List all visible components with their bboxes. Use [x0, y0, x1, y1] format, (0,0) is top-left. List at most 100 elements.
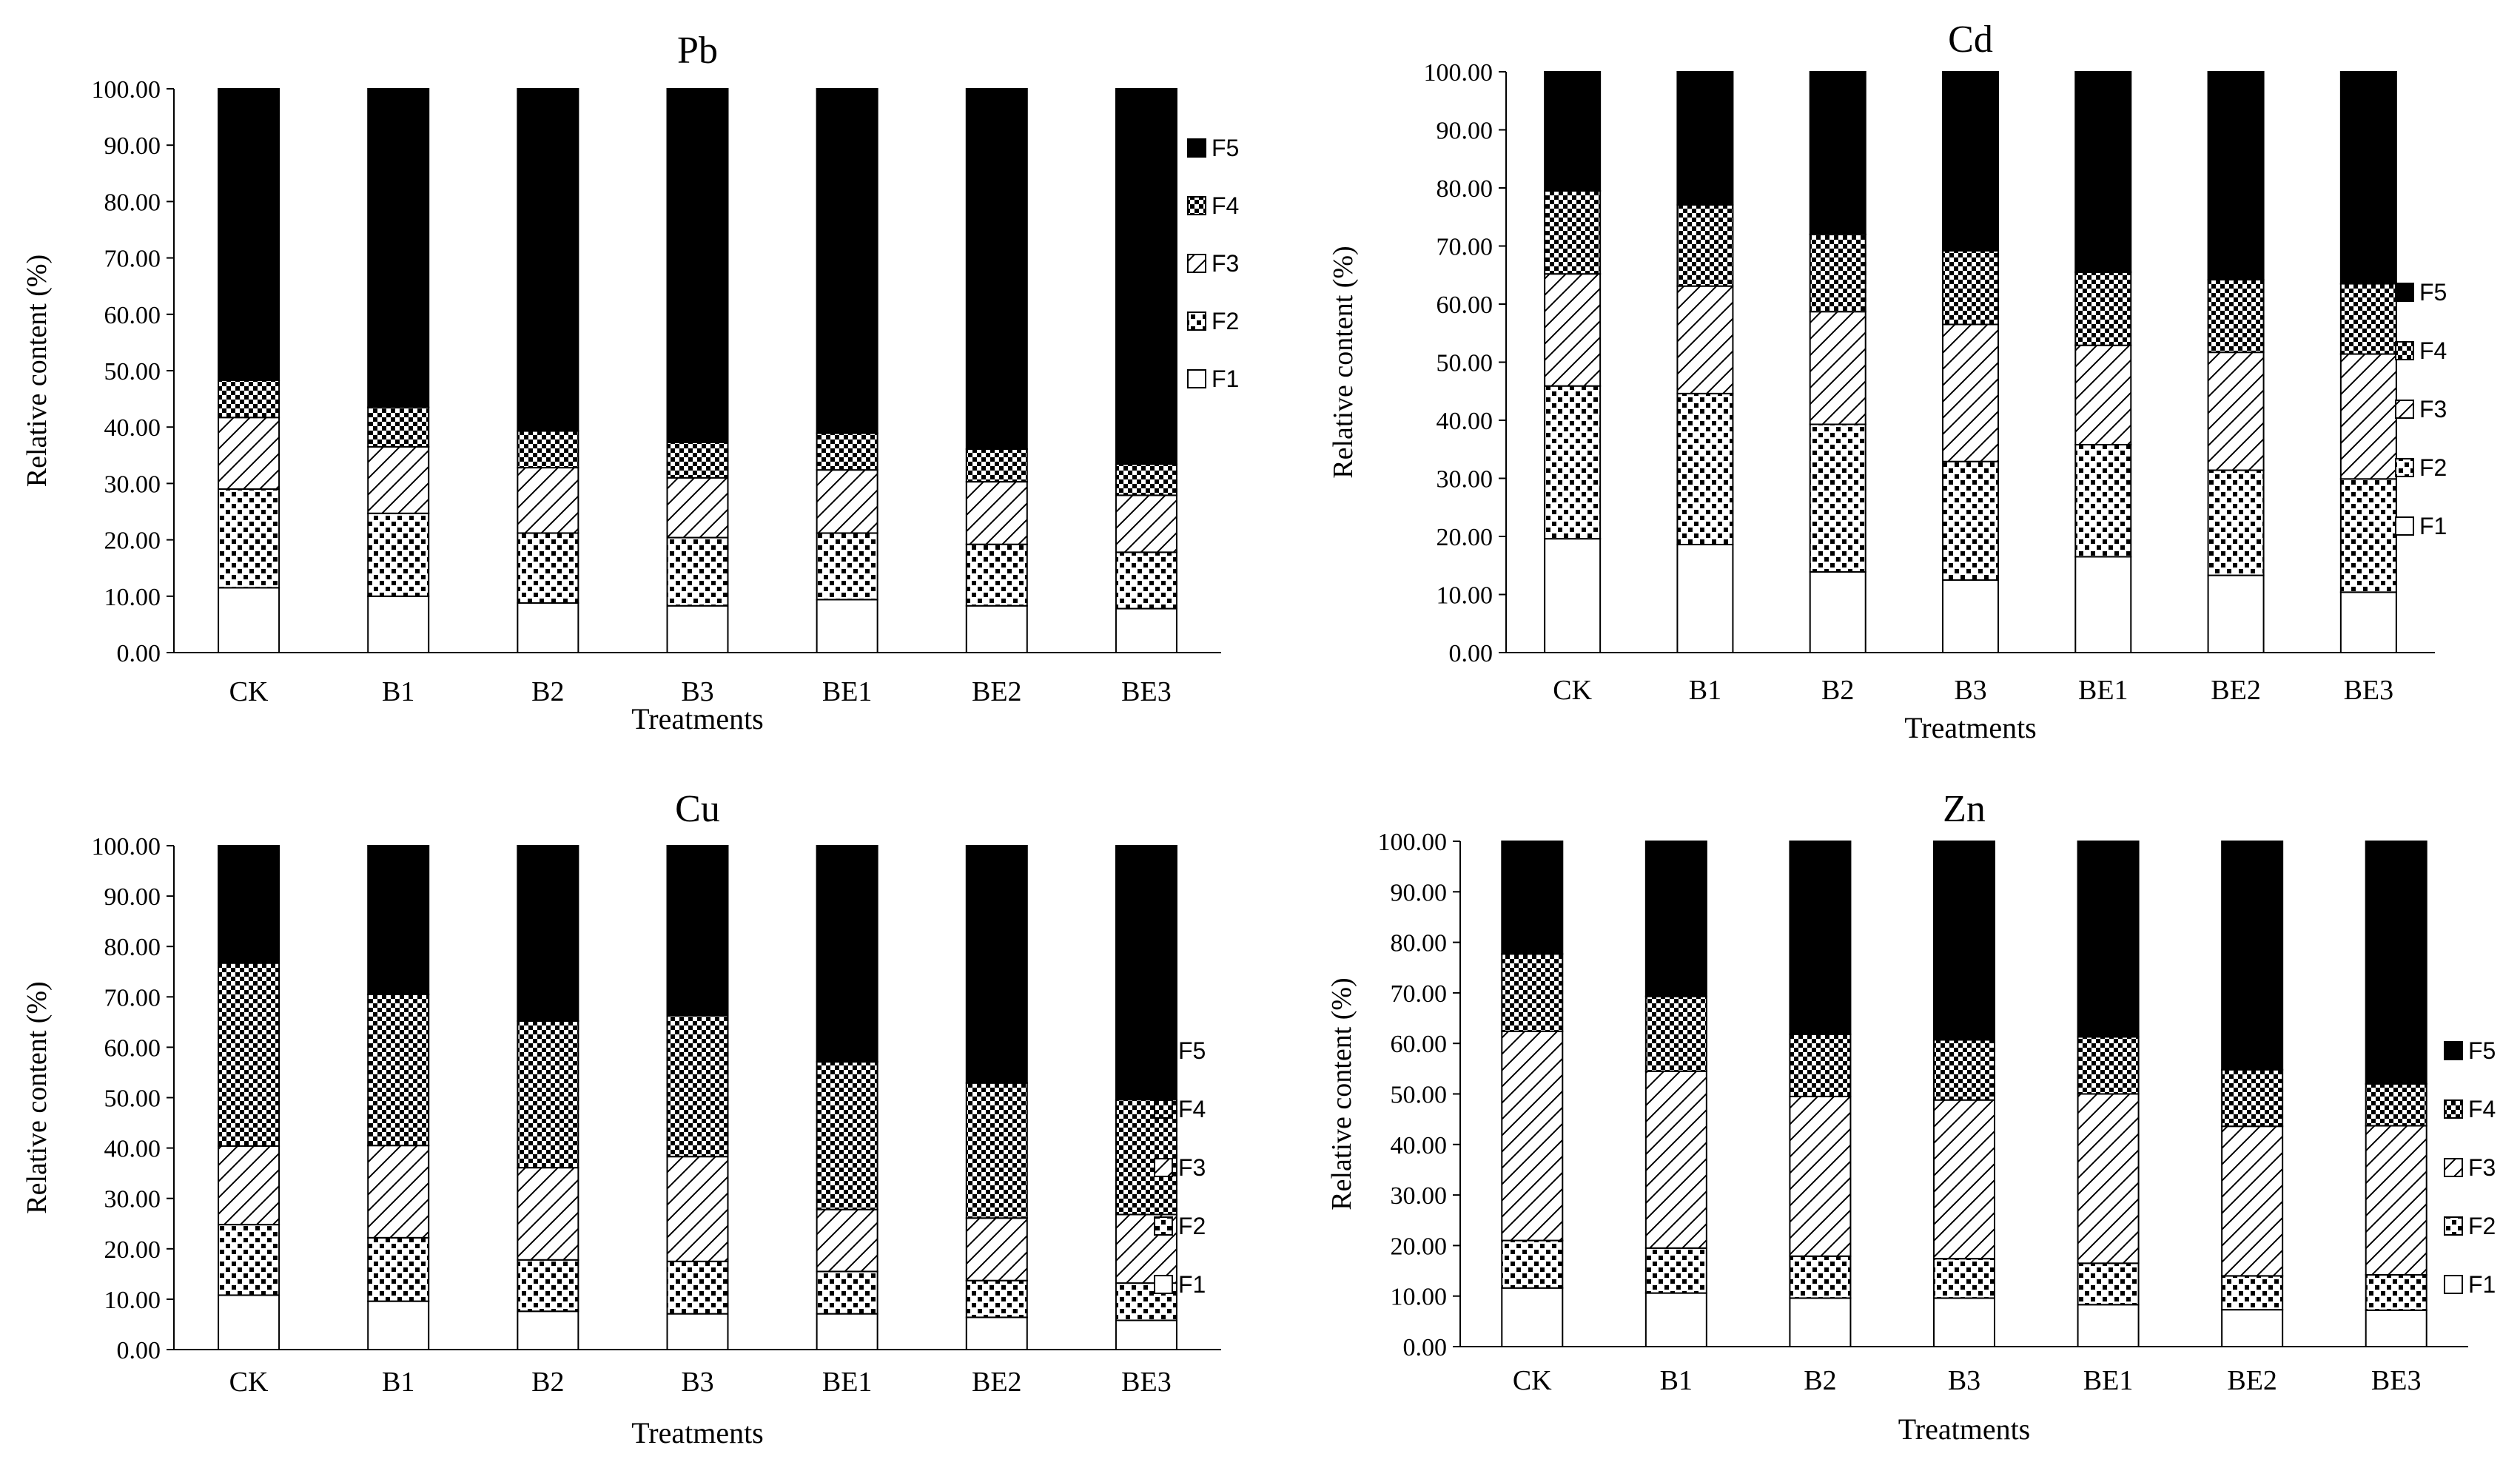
bar-segment-f2-b3 [1933, 1258, 1995, 1299]
bar-segment-f3-ck [1501, 1030, 1564, 1242]
bar-segment-f1-b1 [1644, 1292, 1707, 1348]
y-tick-label: 40.00 [1391, 1132, 1448, 1159]
bar-segment-f5-be3 [2339, 71, 2397, 285]
y-tick-label: 30.00 [1437, 466, 1493, 494]
x-tick-label: CK [229, 676, 269, 707]
y-tick-label: 100.00 [1424, 59, 1493, 87]
x-tick-label: CK [1513, 1365, 1552, 1396]
y-tick-label: 50.00 [1437, 350, 1493, 377]
y-tick-label: 40.00 [104, 414, 161, 442]
bar-segment-f5-be2 [965, 88, 1028, 450]
panel-zn: Zn 0.00 10.00 20.00 30.00 40.00 50.00 60.00 70.0… [1326, 788, 2496, 1446]
bar-segment-f2-b2 [1809, 423, 1867, 573]
bar-segment-f5-be2 [965, 845, 1028, 1084]
bar-segment-f4-b3 [1942, 249, 1999, 326]
legend-label-f3: F3 [2419, 396, 2447, 422]
x-tick-label: BE3 [2344, 675, 2394, 706]
y-tick-label: 10.00 [104, 1287, 161, 1314]
x-tick-label: BE1 [2078, 675, 2128, 706]
bar-segment-f3-be2 [965, 1217, 1028, 1282]
y-tick-label: 80.00 [104, 189, 161, 216]
chart-title: Cd [1948, 18, 1993, 61]
y-tick-label: 50.00 [104, 358, 161, 385]
legend-swatch-f2 [1187, 311, 1206, 331]
legend: F5 F4 F3 F2 F1 [2444, 1037, 2496, 1298]
bar-segment-f3-ck [218, 417, 280, 491]
bar-segment-f2-b2 [517, 1259, 579, 1313]
y-tick-label: 30.00 [104, 1186, 161, 1213]
y-tick-label: 0.00 [117, 1337, 161, 1364]
x-tick-label: BE2 [2211, 675, 2261, 706]
x-tick-label: BE1 [822, 676, 873, 707]
legend-label-f1: F1 [2419, 513, 2447, 539]
bar-segment-f4-be3 [2339, 283, 2397, 355]
bar-segment-f5-be3 [1115, 88, 1177, 465]
legend-swatch-f3 [1187, 254, 1206, 273]
bar-segment-f3-b3 [1942, 323, 1999, 462]
bar-segment-f3-be2 [2221, 1125, 2284, 1277]
x-tick-label: B2 [531, 676, 564, 707]
y-tick-label: 60.00 [104, 302, 161, 329]
y-tick-label: 60.00 [1391, 1031, 1448, 1058]
bar-segment-f5-be1 [816, 845, 878, 1063]
y-tick-label: 90.00 [1391, 879, 1448, 906]
legend-swatch-f4 [2444, 1099, 2463, 1119]
bar-segment-f1-b3 [1933, 1297, 1995, 1348]
x-tick-label: B1 [1660, 1365, 1693, 1396]
bar-segment-f2-be2 [2221, 1275, 2284, 1311]
y-tick-label: 80.00 [1437, 175, 1493, 203]
legend-label-f2: F2 [2468, 1213, 2496, 1239]
x-tick-label: BE3 [1121, 676, 1172, 707]
y-tick-label: 80.00 [104, 934, 161, 961]
bar-segment-f1-be2 [2207, 574, 2265, 653]
bar-segment-f2-be1 [816, 532, 878, 601]
y-tick-label: 20.00 [104, 528, 161, 555]
bar-segment-f2-ck [1501, 1239, 1564, 1289]
bar-segment-f3-be3 [1115, 1213, 1177, 1284]
bar-segment-f5-b2 [517, 845, 579, 1022]
y-axis-label: Relative content (%) [1326, 977, 1357, 1210]
bar-segment-f4-be1 [816, 1061, 878, 1210]
y-tick-label: 90.00 [104, 132, 161, 160]
y-tick-label: 70.00 [1437, 234, 1493, 261]
bar-segment-f1-b1 [1676, 543, 1734, 653]
bar-segment-f2-be1 [2074, 443, 2132, 558]
y-tick-label: 30.00 [1391, 1182, 1448, 1210]
bar-segment-f3-b3 [666, 476, 729, 539]
bar-segment-f2-b1 [1676, 392, 1734, 545]
legend-swatch-f5 [2444, 1041, 2463, 1060]
legend-label-f5: F5 [2419, 279, 2447, 306]
bar-segment-f3-be1 [816, 469, 878, 534]
bar-segment-f2-be2 [2207, 469, 2265, 576]
y-axis-label: Relative content (%) [21, 255, 53, 487]
legend-swatch-f3 [2444, 1158, 2463, 1177]
bar-segment-f4-be1 [2077, 1036, 2140, 1095]
bar-segment-f5-b1 [367, 845, 430, 995]
legend-label-f4: F4 [1178, 1096, 1206, 1122]
legend-swatch-f4 [2395, 341, 2414, 360]
y-tick-label: 20.00 [1391, 1233, 1448, 1260]
bar-segment-f3-b1 [367, 1145, 430, 1239]
bar-segment-f4-b1 [1644, 995, 1707, 1072]
bar-segment-f1-ck [1501, 1287, 1564, 1347]
x-tick-label: B3 [1948, 1365, 1980, 1396]
bar-segment-f1-b2 [517, 1310, 579, 1351]
y-axis-label: Relative content (%) [1328, 246, 1359, 478]
y-tick-label: 100.00 [1378, 829, 1448, 856]
legend-swatch-f2 [2395, 458, 2414, 477]
bar-segment-f4-b2 [1789, 1033, 1852, 1097]
bar-segment-f3-b2 [1809, 311, 1867, 425]
y-tick-label: 20.00 [104, 1236, 161, 1264]
legend-swatch-f2 [1154, 1216, 1173, 1236]
bar-segment-f4-be1 [816, 432, 878, 471]
bar-segment-f5-be1 [2074, 71, 2132, 273]
bar-segment-f4-b2 [1809, 233, 1867, 313]
bar-segment-f2-be2 [965, 543, 1028, 607]
x-tick-label: B2 [531, 1367, 564, 1398]
legend-label-f4: F4 [1212, 192, 1239, 219]
legend-label-f5: F5 [1212, 135, 1239, 161]
legend-label-f2: F2 [2419, 454, 2447, 481]
y-tick-label: 60.00 [1437, 292, 1493, 319]
bar-segment-f2-b3 [666, 1260, 729, 1315]
x-axis-label: Treatments [1904, 711, 2037, 744]
